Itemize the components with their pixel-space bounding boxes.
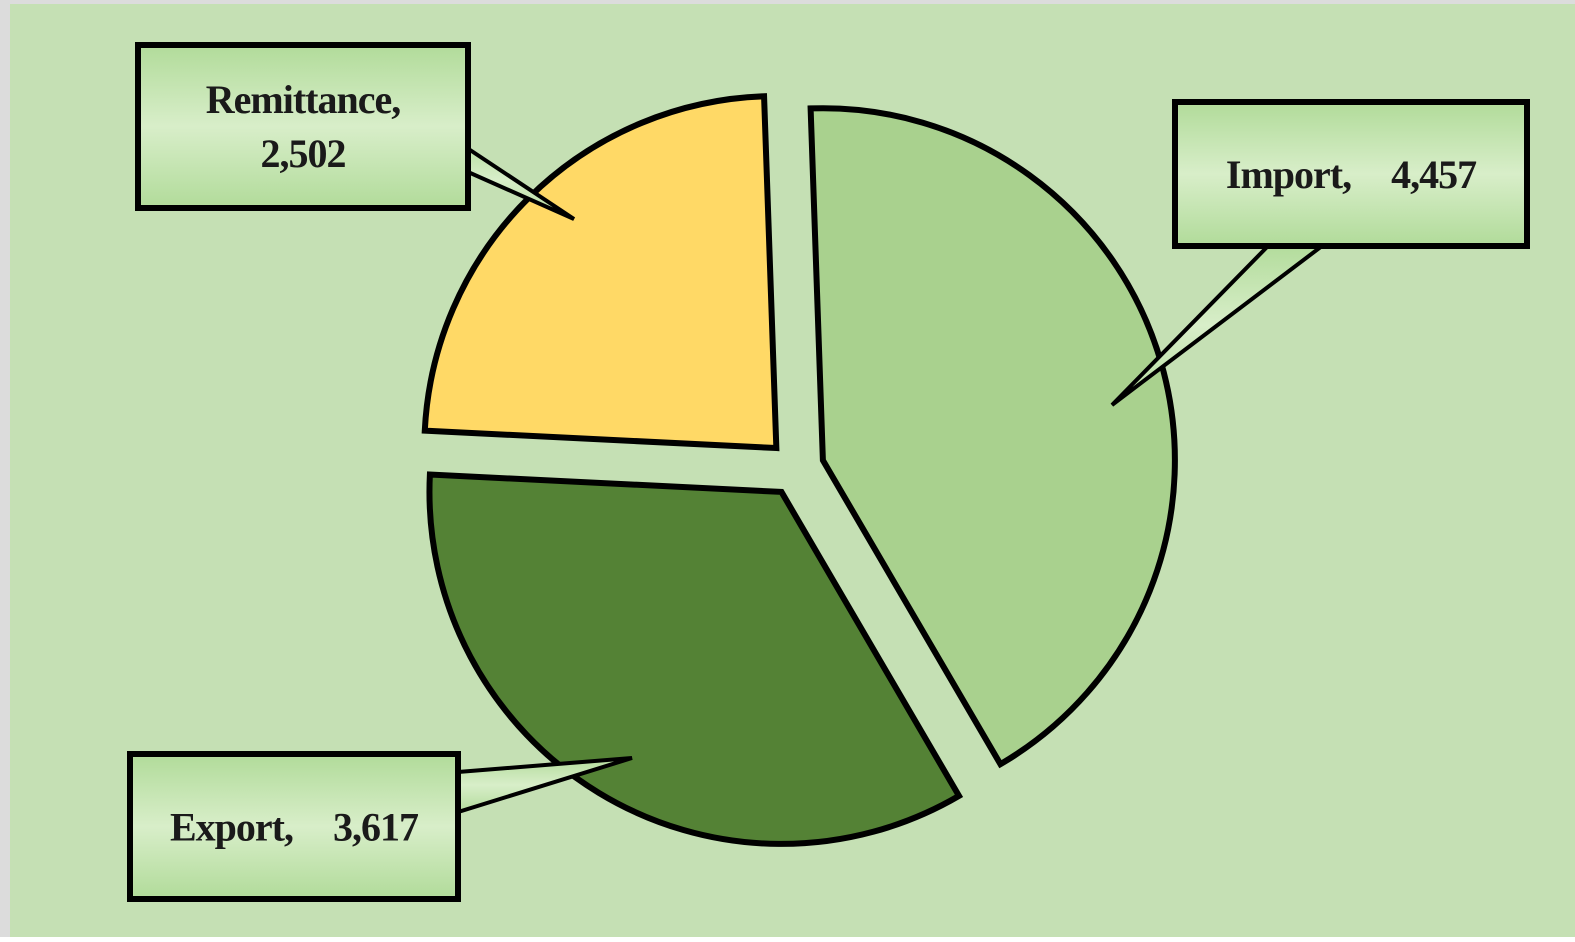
data-label-text: Export, 3,617 <box>170 805 419 850</box>
value-label: 2,502 <box>261 131 346 176</box>
value-label: 4,457 <box>1391 152 1477 197</box>
category-label: Import, <box>1226 152 1351 197</box>
callouts-layer: Import, 4,457 Export, 3,617 Remittance, 2,502 <box>127 42 1530 902</box>
value-label: 3,617 <box>333 805 419 850</box>
category-label: Export, <box>170 805 293 850</box>
callout-box-fill <box>1179 106 1523 242</box>
data-label-remittance: Remittance, 2,502 <box>135 42 576 221</box>
callout-box-fill <box>134 758 454 895</box>
pie-slice-export <box>426 471 964 847</box>
data-label-export: Export, 3,617 <box>127 751 633 902</box>
callout-box-fill <box>142 49 464 204</box>
category-label: Remittance, <box>206 77 400 122</box>
data-label-text: Import, 4,457 <box>1226 152 1477 197</box>
data-label-import: Import, 4,457 <box>1110 99 1530 407</box>
